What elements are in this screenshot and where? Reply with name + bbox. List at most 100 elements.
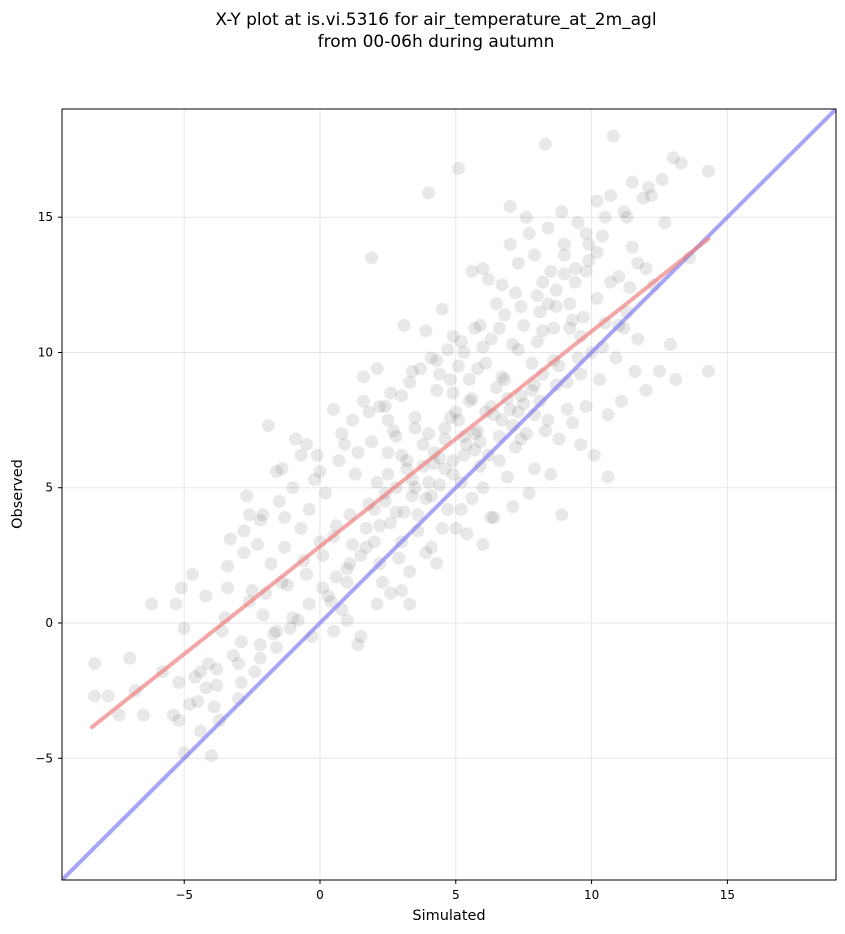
data-point-55 <box>354 548 368 562</box>
data-point-164 <box>663 337 677 351</box>
data-point-226 <box>560 402 574 416</box>
data-point-136 <box>566 416 580 430</box>
data-point-194 <box>563 297 577 311</box>
data-point-318 <box>511 405 525 419</box>
data-point-3 <box>123 651 137 665</box>
data-point-241 <box>639 262 653 276</box>
data-point-298 <box>460 527 474 541</box>
data-point-80 <box>422 186 436 200</box>
data-point-306 <box>446 386 460 400</box>
data-point-96 <box>460 437 474 451</box>
data-point-311 <box>541 297 555 311</box>
data-point-13 <box>185 567 199 581</box>
data-point-65 <box>381 446 395 460</box>
data-point-321 <box>457 448 471 462</box>
data-point-242 <box>498 308 512 322</box>
data-point-292 <box>639 383 653 397</box>
data-point-181 <box>517 397 531 411</box>
data-point-206 <box>226 648 240 662</box>
data-point-205 <box>202 657 216 671</box>
data-point-270 <box>579 264 593 278</box>
data-point-329 <box>329 570 343 584</box>
data-point-166 <box>669 373 683 387</box>
data-point-170 <box>701 364 715 378</box>
data-point-273 <box>519 210 533 224</box>
data-point-283 <box>503 237 517 251</box>
data-point-350 <box>468 321 482 335</box>
data-point-99 <box>468 427 482 441</box>
chart-title-line-1: X-Y plot at is.vi.5316 for air_temperatu… <box>215 10 657 30</box>
data-point-301 <box>394 584 408 598</box>
data-point-40 <box>299 567 313 581</box>
data-point-336 <box>210 678 224 692</box>
data-point-229 <box>340 575 354 589</box>
data-point-268 <box>533 305 547 319</box>
data-point-252 <box>251 538 265 552</box>
data-point-335 <box>232 657 246 671</box>
data-point-184 <box>400 462 414 476</box>
data-point-145 <box>590 291 604 305</box>
data-point-154 <box>614 394 628 408</box>
y-axis-label: Observed <box>10 459 26 529</box>
data-point-230 <box>324 594 338 608</box>
data-point-133 <box>557 248 571 262</box>
data-point-86 <box>435 302 449 316</box>
data-point-56 <box>356 370 370 384</box>
data-point-287 <box>299 437 313 451</box>
data-point-48 <box>332 454 346 468</box>
data-point-353 <box>536 275 550 289</box>
data-point-214 <box>528 378 542 392</box>
regression-line <box>89 236 711 730</box>
data-point-293 <box>574 437 588 451</box>
data-point-255 <box>177 621 191 635</box>
data-point-126 <box>538 137 552 151</box>
data-point-71 <box>397 505 411 519</box>
data-point-188 <box>465 391 479 405</box>
data-point-235 <box>403 565 417 579</box>
data-point-237 <box>549 283 563 297</box>
data-point-233 <box>435 521 449 535</box>
data-point-0 <box>88 657 102 671</box>
data-point-265 <box>441 343 455 357</box>
data-point-197 <box>346 538 360 552</box>
data-point-355 <box>579 226 593 240</box>
data-point-225 <box>538 424 552 438</box>
data-point-167 <box>674 156 688 170</box>
x-tick-label-1: 0 <box>316 888 324 902</box>
data-point-30 <box>261 419 275 433</box>
data-point-77 <box>413 362 427 376</box>
data-point-245 <box>430 354 444 368</box>
data-point-128 <box>544 264 558 278</box>
data-point-125 <box>536 324 550 338</box>
data-point-308 <box>408 421 422 435</box>
data-point-39 <box>294 521 308 535</box>
data-point-221 <box>446 467 460 481</box>
data-point-271 <box>631 256 645 270</box>
data-point-135 <box>563 321 577 335</box>
data-point-319 <box>495 413 509 427</box>
data-point-112 <box>503 199 517 213</box>
data-point-7 <box>169 597 183 611</box>
data-point-163 <box>658 216 672 230</box>
data-point-345 <box>356 394 370 408</box>
data-point-38 <box>289 432 303 446</box>
data-point-346 <box>378 400 392 414</box>
data-point-249 <box>337 437 351 451</box>
data-point-330 <box>316 581 330 595</box>
data-point-46 <box>321 589 335 603</box>
data-point-210 <box>443 410 457 424</box>
data-point-189 <box>479 356 493 370</box>
data-point-18 <box>210 662 224 676</box>
data-point-289 <box>242 508 256 522</box>
identity-line <box>62 109 836 880</box>
data-point-208 <box>351 446 365 460</box>
data-point-93 <box>452 413 466 427</box>
data-point-110 <box>498 373 512 387</box>
data-point-247 <box>384 386 398 400</box>
data-point-261 <box>253 651 267 665</box>
x-tick-label-0: −5 <box>175 888 193 902</box>
data-point-327 <box>359 540 373 554</box>
data-point-266 <box>490 297 504 311</box>
data-point-248 <box>362 405 376 419</box>
